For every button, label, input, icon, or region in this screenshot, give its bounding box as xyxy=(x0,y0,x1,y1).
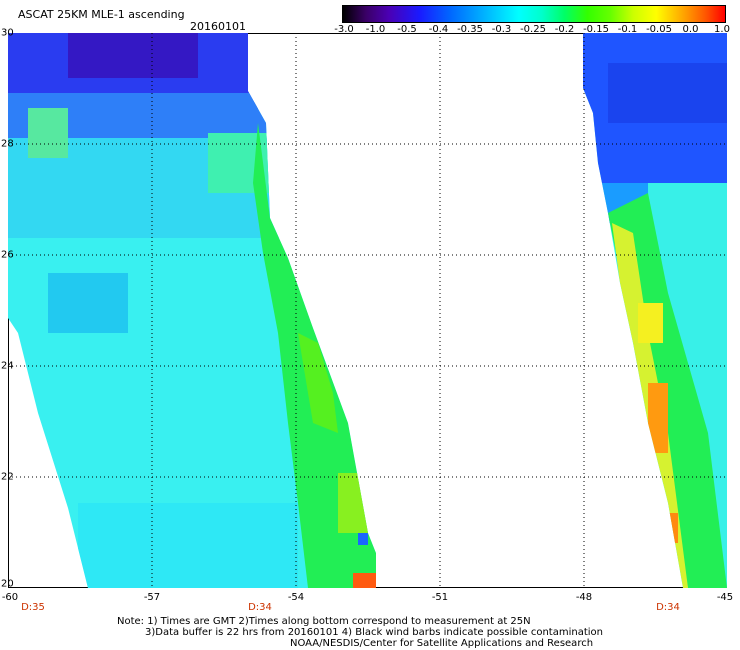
time-label-right: D:34 xyxy=(656,602,680,613)
figure-date: 20160101 xyxy=(190,20,246,33)
note-line-3: NOAA/NESDIS/Center for Satellite Applica… xyxy=(290,638,594,649)
y-label-28: 28 xyxy=(1,138,14,150)
y-label-24: 24 xyxy=(1,360,14,372)
x-label-neg48: -48 xyxy=(575,592,593,603)
time-label-mid: D:34 xyxy=(248,602,272,613)
x-label-neg54: -54 xyxy=(287,592,305,603)
colorbar-tick-label: -0.2 xyxy=(554,24,575,35)
x-label-neg45: -45 xyxy=(716,592,734,603)
y-label-30: 30 xyxy=(1,27,14,39)
right-swath xyxy=(583,33,727,588)
colorbar-tick-label: -0.4 xyxy=(428,24,449,35)
x-label-neg57: -57 xyxy=(143,592,161,603)
graticule xyxy=(8,33,727,588)
x-label-neg60: -60 xyxy=(1,592,19,603)
y-label-20: 20 xyxy=(1,578,14,590)
colorbar-tick-label: -0.15 xyxy=(583,24,609,35)
time-label-left: D:35 xyxy=(21,602,45,613)
y-label-26: 26 xyxy=(1,249,14,261)
left-swath xyxy=(8,33,376,588)
x-label-neg51: -51 xyxy=(431,592,449,603)
y-label-22: 22 xyxy=(1,471,14,483)
colorbar-tick-label: 0.0 xyxy=(682,24,699,35)
colorbar xyxy=(342,5,726,23)
note-line-2: 3)Data buffer is 22 hrs from 20160101 4)… xyxy=(145,627,603,638)
colorbar-tick-label: -0.25 xyxy=(520,24,546,35)
colorbar-tick-label: -1.0 xyxy=(365,24,386,35)
colorbar-tick-label: -0.35 xyxy=(457,24,483,35)
colorbar-tick-label: -0.1 xyxy=(617,24,638,35)
colorbar-tick-label: -0.05 xyxy=(646,24,672,35)
note-line-1: Note: 1) Times are GMT 2)Times along bot… xyxy=(117,616,531,627)
colorbar-tick-label: -0.5 xyxy=(397,24,417,35)
colorbar-tick-label: 1.0 xyxy=(714,24,730,35)
colorbar-tick-label: -3.0 xyxy=(334,24,354,35)
map-canvas xyxy=(8,33,727,588)
colorbar-tick-label: -0.3 xyxy=(491,24,512,35)
figure-title: ASCAT 25KM MLE-1 ascending xyxy=(18,8,185,21)
